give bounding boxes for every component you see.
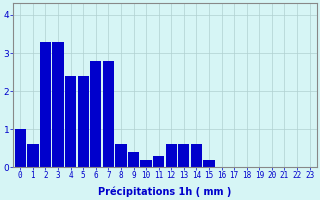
Bar [115,144,127,167]
Bar [178,144,189,167]
Bar [153,156,164,167]
Bar [15,129,26,167]
Bar [203,160,215,167]
Bar [140,160,152,167]
Bar [65,76,76,167]
Bar [90,61,101,167]
Bar [103,61,114,167]
Bar [52,42,64,167]
Bar [27,144,38,167]
Bar [40,42,51,167]
Bar [165,144,177,167]
Bar [191,144,202,167]
Bar [77,76,89,167]
X-axis label: Précipitations 1h ( mm ): Précipitations 1h ( mm ) [98,186,232,197]
Bar [128,152,139,167]
